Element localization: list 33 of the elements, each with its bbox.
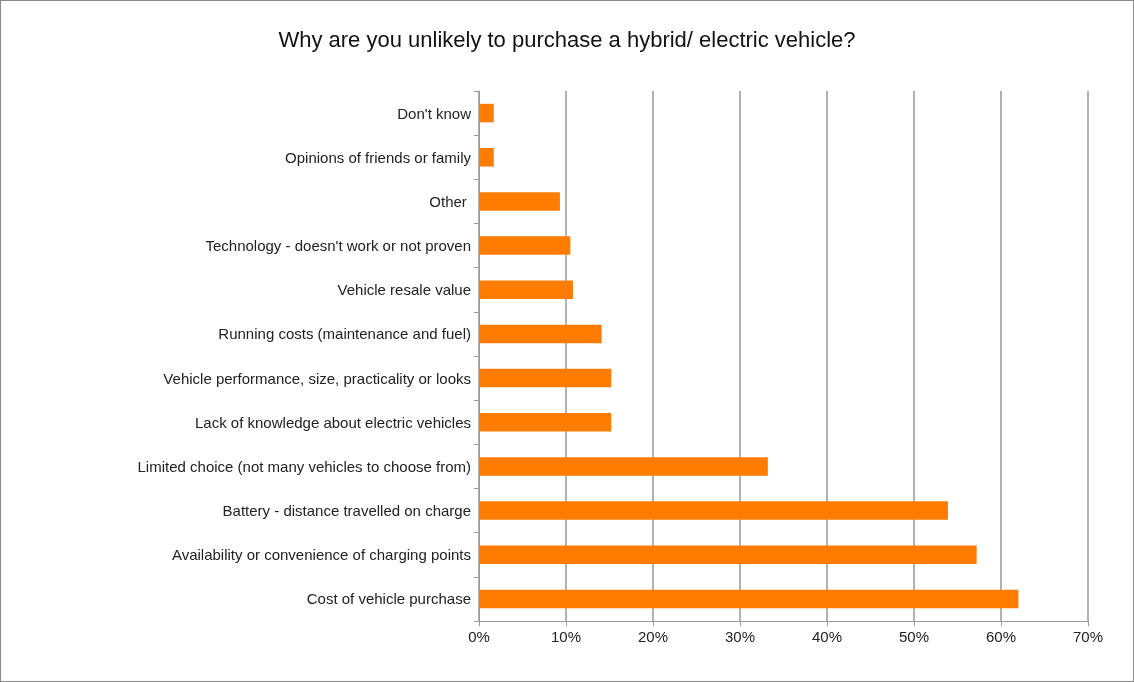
x-tick-label: 0% <box>468 628 490 645</box>
bar <box>479 280 573 300</box>
y-tick-label: Cost of vehicle purchase <box>306 590 471 608</box>
chart-title: Why are you unlikely to purchase a hybrid/ electric vehicle? <box>278 26 856 52</box>
x-tick-label: 20% <box>637 628 669 645</box>
y-tick-label: Opinions of friends or family <box>285 148 472 166</box>
y-tick-label: Limited choice (not many vehicles to choose from) <box>137 457 471 475</box>
x-tick-label: 70% <box>1072 628 1104 645</box>
x-tick-label: 50% <box>898 628 930 645</box>
bar <box>479 545 977 565</box>
bar <box>479 147 494 167</box>
x-tick-label: 30% <box>724 628 756 645</box>
y-tick-label: Running costs (maintenance and fuel) <box>218 325 471 343</box>
bar <box>479 412 612 432</box>
y-tick-label: Vehicle resale value <box>337 281 471 299</box>
y-tick-label: Other <box>429 192 471 210</box>
bar <box>479 457 768 476</box>
bar <box>479 103 494 123</box>
x-tick-label: 10% <box>550 628 582 645</box>
y-tick-label: Availability or convenience of charging points <box>171 546 471 564</box>
x-tick-label: 40% <box>811 628 843 645</box>
y-tick-label: Vehicle performance, size, practicality or looks <box>163 369 471 387</box>
bar <box>479 236 571 255</box>
y-tick-label: Don't know <box>397 104 472 122</box>
bar <box>479 192 560 211</box>
bar <box>479 589 1019 609</box>
bar <box>479 368 612 388</box>
bar <box>479 324 602 344</box>
x-tick-label: 60% <box>985 628 1017 645</box>
y-tick-label: Battery - distance travelled on charge <box>222 502 471 520</box>
bar <box>479 501 948 520</box>
y-tick-label: Technology - doesn't work or not proven <box>205 237 471 255</box>
y-tick-label: Lack of knowledge about electric vehicles <box>195 413 471 431</box>
